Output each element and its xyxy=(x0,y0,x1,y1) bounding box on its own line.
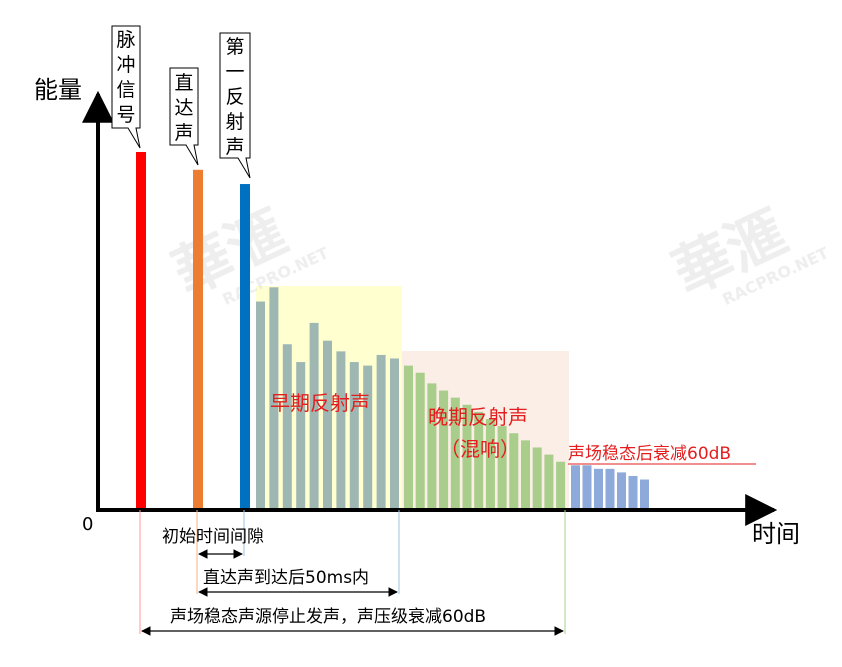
within-50ms-label: 直达声到达后50ms内 xyxy=(203,568,369,588)
callout-char: 一 xyxy=(225,61,244,83)
early-reflection-bar xyxy=(323,340,332,508)
late-reflection-sublabel: （混响） xyxy=(440,437,520,461)
late-reflection-bar xyxy=(439,390,449,508)
callout-char: 第 xyxy=(225,36,244,58)
y-axis-label: 能量 xyxy=(34,76,82,104)
late-reflection-zone xyxy=(402,351,569,510)
callout-char: 号 xyxy=(116,104,135,126)
early-reflection-label: 早期反射声 xyxy=(270,391,370,415)
steady-decay-bar xyxy=(571,465,580,508)
decay-60db-label: 声场稳态声源停止发声，声压级衰减60dB xyxy=(170,607,486,627)
callout-char: 信 xyxy=(116,79,135,101)
steady-decay-bar xyxy=(640,479,649,508)
early-reflection-bar xyxy=(390,358,399,508)
callout-char: 反 xyxy=(225,86,244,108)
late-reflection-bar xyxy=(556,461,566,508)
steady-decay-bar xyxy=(605,468,615,508)
callout-char: 达 xyxy=(174,97,193,119)
direct-sound-bar xyxy=(193,169,203,509)
early-reflection-bar xyxy=(349,362,359,508)
callout-char: 冲 xyxy=(116,54,135,76)
early-reflection-bar xyxy=(282,344,292,508)
steady-decay-bar xyxy=(582,465,592,508)
late-reflection-bar xyxy=(415,372,425,508)
initial-gap-label: 初始时间间隙 xyxy=(162,527,264,547)
late-reflection-bar xyxy=(404,365,413,508)
late-reflection-label: 晚期反射声 xyxy=(428,405,528,429)
late-reflection-bar xyxy=(509,433,519,508)
callout-char: 声 xyxy=(174,122,193,144)
late-reflection-bar xyxy=(532,447,542,508)
callout-char: 射 xyxy=(225,111,244,133)
late-reflection-bar xyxy=(521,440,530,508)
steady-decay-label: 声场稳态后衰减60dB xyxy=(568,444,731,464)
pulse-signal-bar xyxy=(136,152,146,508)
late-reflection-bar xyxy=(544,454,554,508)
late-reflection-bar xyxy=(485,419,495,508)
origin-label: 0 xyxy=(82,514,93,535)
callout-char: 直 xyxy=(174,72,193,94)
bar-series xyxy=(136,152,649,509)
steady-decay-bar xyxy=(594,468,603,508)
callout-direct-sound: 直 达 声 xyxy=(169,67,199,166)
callout-char: 脉 xyxy=(116,29,135,51)
steady-decay-bar xyxy=(617,472,626,508)
steady-decay-bar xyxy=(628,475,638,508)
late-reflection-bar xyxy=(450,397,460,508)
first-reflection-bar xyxy=(240,184,250,509)
early-reflection-bar xyxy=(363,365,373,508)
callout-char: 声 xyxy=(225,136,244,158)
early-reflection-bar xyxy=(336,351,346,508)
early-reflection-bar xyxy=(376,354,386,508)
early-reflection-bar xyxy=(296,362,306,508)
x-axis-label: 时间 xyxy=(752,520,800,548)
callout-pulse-signal: 脉 冲 信 号 xyxy=(111,25,141,149)
early-reflection-bar xyxy=(256,301,265,508)
late-reflection-bar xyxy=(497,426,507,508)
early-reflection-bar xyxy=(309,322,319,508)
late-reflection-bar xyxy=(427,383,437,508)
late-reflection-bar xyxy=(462,404,472,508)
early-reflection-bar xyxy=(269,287,279,508)
callout-first-reflection: 第 一 反 射 声 xyxy=(219,32,251,179)
late-reflection-bar xyxy=(474,411,484,508)
